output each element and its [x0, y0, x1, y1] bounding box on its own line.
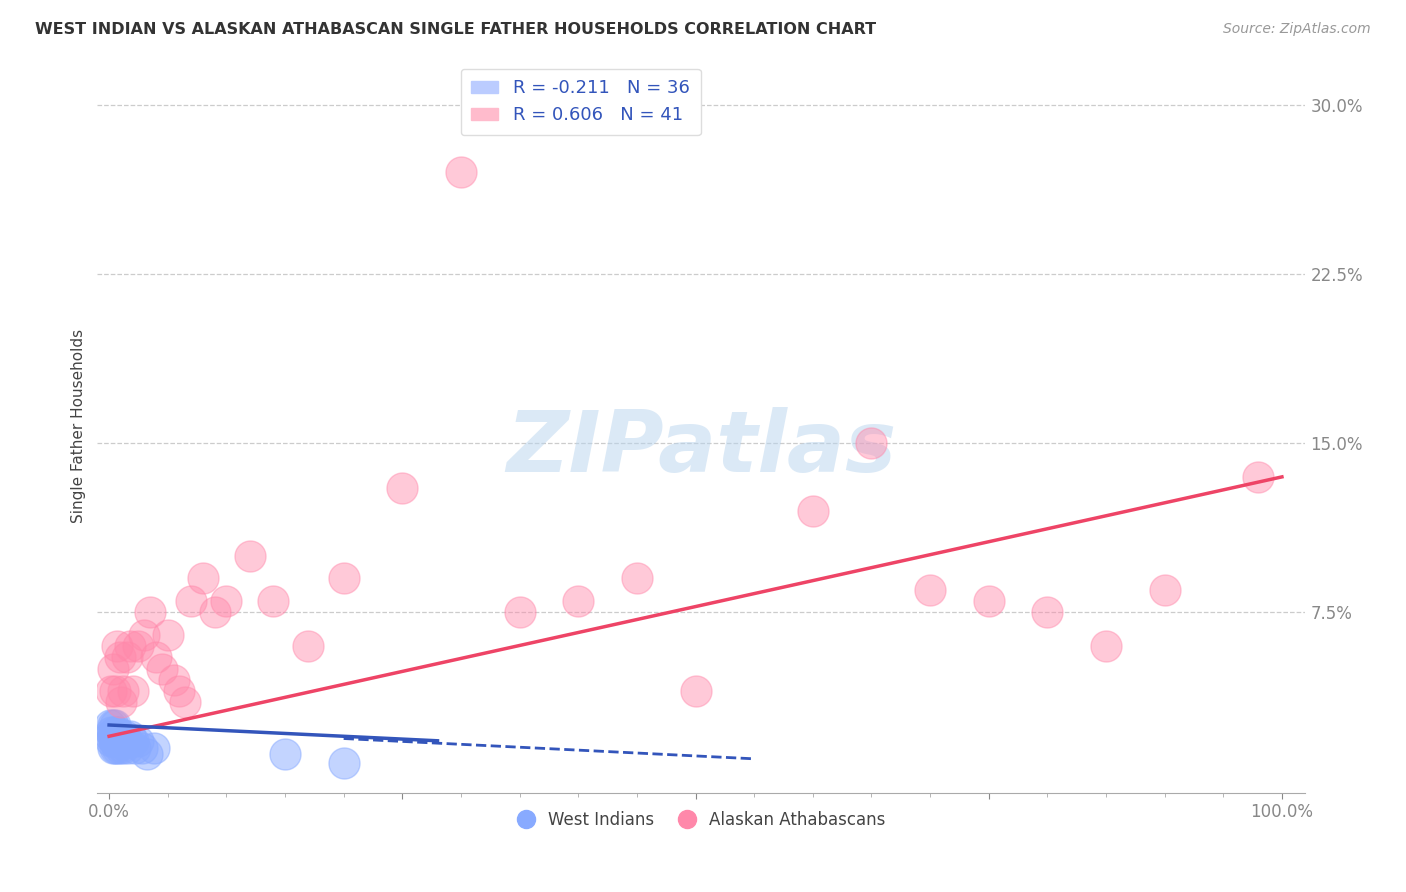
- Point: [801, 504, 824, 518]
- Text: Source: ZipAtlas.com: Source: ZipAtlas.com: [1223, 22, 1371, 37]
- Point: [104, 718, 127, 732]
- Point: [101, 718, 124, 732]
- Point: [131, 740, 153, 755]
- Point: [110, 729, 132, 743]
- Point: [239, 549, 262, 563]
- Point: [107, 724, 129, 739]
- Point: [297, 639, 319, 653]
- Point: [169, 684, 191, 698]
- Point: [1153, 582, 1175, 597]
- Point: [100, 684, 122, 698]
- Point: [107, 733, 129, 747]
- Point: [162, 673, 184, 687]
- Text: WEST INDIAN VS ALASKAN ATHABASCAN SINGLE FATHER HOUSEHOLDS CORRELATION CHART: WEST INDIAN VS ALASKAN ATHABASCAN SINGLE…: [35, 22, 876, 37]
- Point: [150, 662, 173, 676]
- Point: [105, 724, 128, 739]
- Point: [156, 628, 179, 642]
- Point: [1247, 470, 1270, 484]
- Point: [391, 481, 413, 495]
- Point: [101, 662, 124, 676]
- Point: [101, 729, 124, 743]
- Point: [127, 639, 149, 653]
- Point: [139, 605, 162, 619]
- Point: [920, 582, 942, 597]
- Point: [103, 724, 125, 739]
- Point: [111, 733, 134, 747]
- Point: [1036, 605, 1059, 619]
- Point: [174, 695, 197, 709]
- Point: [332, 571, 354, 585]
- Point: [112, 684, 135, 698]
- Legend: West Indians, Alaskan Athabascans: West Indians, Alaskan Athabascans: [510, 805, 891, 836]
- Point: [180, 594, 202, 608]
- Point: [105, 740, 128, 755]
- Point: [332, 756, 354, 771]
- Point: [112, 740, 135, 755]
- Point: [215, 594, 238, 608]
- Point: [977, 594, 1000, 608]
- Point: [108, 740, 131, 755]
- Point: [121, 684, 143, 698]
- Point: [101, 740, 124, 755]
- Point: [274, 747, 297, 762]
- Point: [103, 733, 125, 747]
- Point: [112, 733, 135, 747]
- Point: [120, 639, 142, 653]
- Point: [121, 733, 143, 747]
- Point: [104, 729, 127, 743]
- Point: [104, 684, 127, 698]
- Point: [685, 684, 707, 698]
- Point: [626, 571, 648, 585]
- Point: [860, 436, 883, 450]
- Point: [120, 729, 142, 743]
- Point: [135, 747, 157, 762]
- Point: [191, 571, 214, 585]
- Point: [115, 650, 138, 665]
- Point: [450, 165, 472, 179]
- Y-axis label: Single Father Households: Single Father Households: [72, 329, 86, 524]
- Point: [124, 740, 146, 755]
- Point: [145, 650, 167, 665]
- Point: [105, 729, 128, 743]
- Point: [105, 733, 128, 747]
- Point: [509, 605, 531, 619]
- Point: [100, 724, 122, 739]
- Point: [104, 740, 127, 755]
- Point: [105, 639, 128, 653]
- Point: [134, 628, 156, 642]
- Point: [98, 729, 121, 743]
- Point: [110, 695, 132, 709]
- Point: [100, 733, 122, 747]
- Point: [204, 605, 226, 619]
- Point: [1095, 639, 1118, 653]
- Point: [567, 594, 589, 608]
- Point: [108, 733, 131, 747]
- Point: [262, 594, 284, 608]
- Point: [117, 740, 139, 755]
- Text: ZIPatlas: ZIPatlas: [506, 407, 897, 490]
- Point: [108, 650, 131, 665]
- Point: [127, 733, 149, 747]
- Point: [115, 733, 138, 747]
- Point: [142, 740, 165, 755]
- Point: [114, 729, 136, 743]
- Point: [98, 718, 121, 732]
